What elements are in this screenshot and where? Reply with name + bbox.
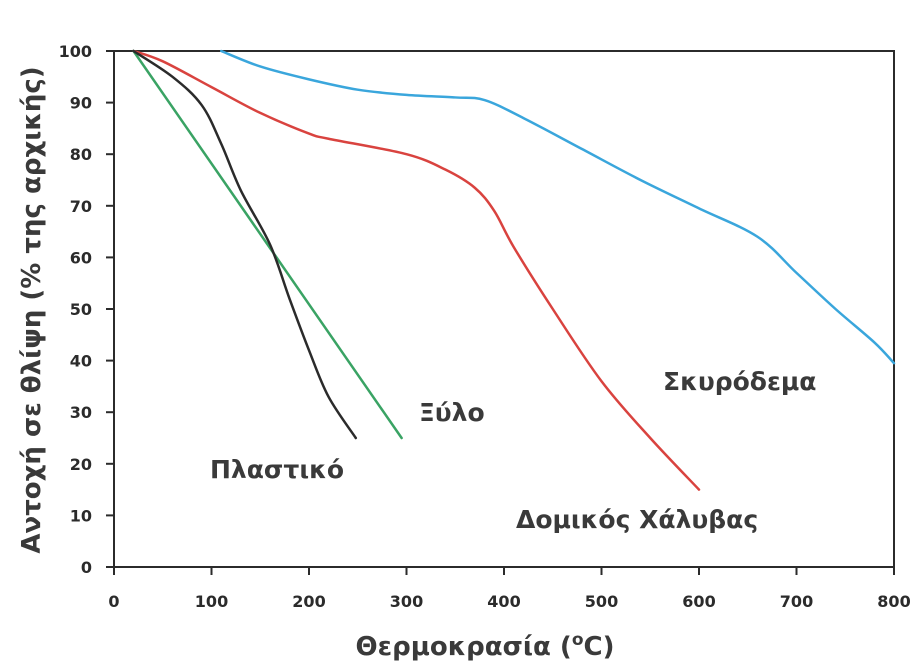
x-tick-label: 500 (585, 592, 618, 611)
y-tick-label: 90 (70, 94, 92, 113)
series-label-wood: Ξύλο (419, 398, 485, 427)
series-label-plastic: Πλαστικό (210, 455, 344, 484)
y-tick-label: 40 (70, 352, 92, 371)
y-tick-label: 30 (70, 403, 92, 422)
y-tick-label: 10 (70, 506, 92, 525)
x-tick-label: 100 (195, 592, 228, 611)
x-tick-label: 600 (682, 592, 715, 611)
y-tick-label: 0 (81, 558, 92, 577)
series-label-concrete: Σκυρόδεμα (663, 367, 816, 396)
y-tick-label: 50 (70, 300, 92, 319)
y-tick-label: 20 (70, 455, 92, 474)
x-tick-label: 400 (487, 592, 520, 611)
series-lines (132, 49, 896, 491)
plot-area (113, 50, 895, 568)
axis-ticks: 0 100 200 300 400 500 600 700 800 0 10 20 30 40 50 60 70… (59, 42, 911, 611)
y-tick-label: 60 (70, 248, 92, 267)
x-tick-label: 200 (292, 592, 325, 611)
series-line-plastic (132, 49, 358, 440)
y-axis-title: Αντοχή σε θλίψη (% της αρχικής) (17, 66, 47, 553)
y-tick-label: 100 (59, 42, 92, 61)
x-tick-label: 800 (877, 592, 910, 611)
series-line-concrete (220, 49, 896, 365)
plot-frame (113, 50, 895, 568)
x-axis-title-superscript: o (572, 630, 584, 650)
x-tick-label: 300 (390, 592, 423, 611)
series-label-steel: Δομικός Χάλυβας (516, 505, 758, 534)
series-line-wood (132, 49, 403, 440)
x-axis-title: Θερμοκρασία (oC) (356, 630, 615, 662)
x-tick-label: 700 (780, 592, 813, 611)
y-tick-label: 70 (70, 197, 92, 216)
series-line-steel (132, 49, 701, 491)
y-tick-label: 80 (70, 145, 92, 164)
x-tick-label: 0 (108, 592, 119, 611)
